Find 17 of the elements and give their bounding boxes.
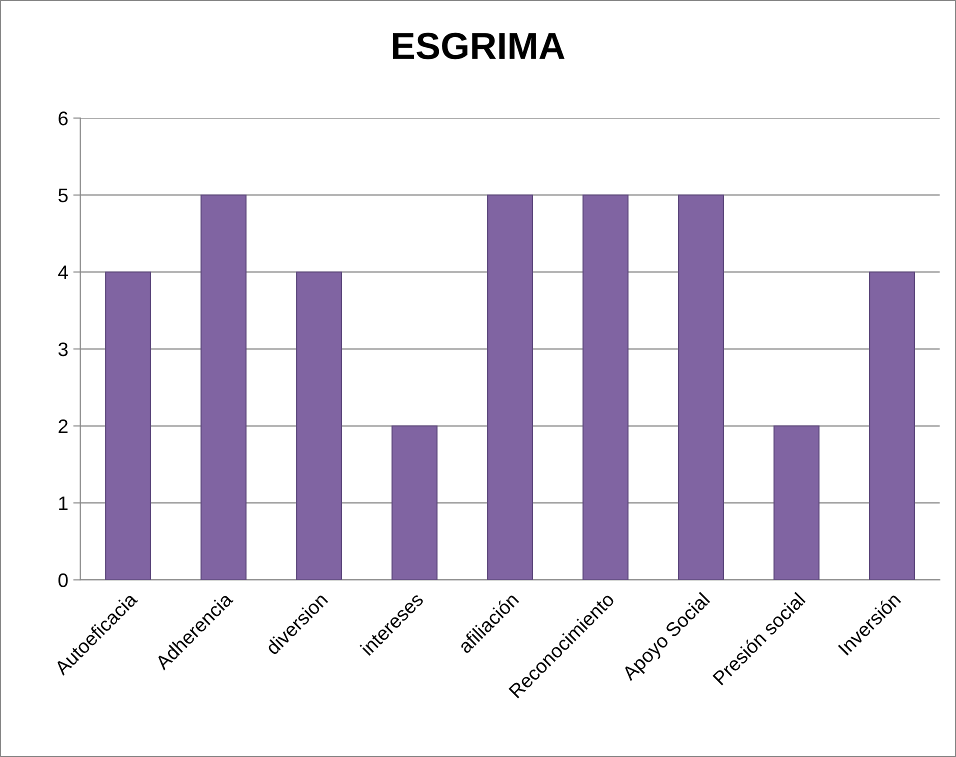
bar — [678, 194, 724, 580]
y-tick-label: 0 — [58, 573, 68, 588]
y-tick-label: 2 — [58, 419, 68, 433]
bar — [392, 425, 438, 580]
bar — [582, 194, 629, 580]
y-tick-label: 4 — [58, 266, 68, 280]
bar — [105, 271, 152, 580]
bar — [200, 194, 247, 580]
chart-title: ESGRIMA — [393, 32, 565, 60]
y-tick-label: 3 — [58, 342, 68, 356]
bar — [869, 271, 915, 580]
bar — [774, 425, 820, 580]
bar — [296, 271, 342, 580]
y-tick-label: 6 — [58, 112, 68, 126]
y-tick-label: 1 — [59, 496, 68, 510]
bar — [487, 194, 534, 580]
y-tick-label: 5 — [58, 188, 68, 202]
